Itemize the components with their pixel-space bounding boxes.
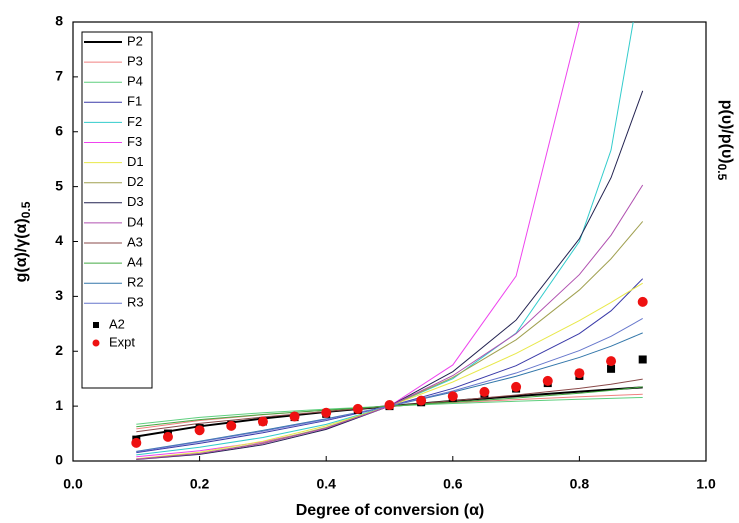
series-line: [136, 22, 580, 458]
legend-box: [81, 31, 153, 389]
data-point: [511, 381, 522, 392]
x-tick-label: 0.2: [190, 476, 210, 492]
series-line: [136, 22, 634, 456]
y2-axis-title: p(υ)/p(υ)0.5: [715, 100, 735, 181]
data-point: [416, 395, 427, 406]
plot-area: [131, 22, 648, 460]
legend-label: F1: [127, 94, 142, 109]
data-point: [606, 356, 617, 367]
y-tick-label: 3: [55, 287, 63, 303]
y-tick-label: 8: [55, 13, 63, 29]
data-point: [289, 411, 300, 422]
x-tick-label: 0.0: [63, 476, 83, 492]
data-point: [384, 400, 395, 411]
x-tick-label: 1.0: [696, 476, 716, 492]
y-axis-title-main: g(α)/γ(α): [13, 218, 30, 282]
y-tick-label: 2: [55, 342, 63, 358]
series-line: [136, 184, 644, 460]
legend-label: P3: [127, 54, 143, 69]
series-line: [136, 278, 644, 454]
data-point: [574, 368, 585, 379]
data-point: [131, 437, 142, 448]
legend-label: D1: [127, 154, 144, 169]
data-point: [226, 420, 237, 431]
legend-label: A4: [127, 255, 143, 270]
y-tick-label: 6: [55, 122, 63, 138]
x-axis-title: Degree of conversion (α): [296, 502, 485, 519]
legend-label: F2: [127, 114, 142, 129]
data-point: [321, 407, 332, 418]
legend-label: R2: [127, 275, 144, 290]
data-point: [637, 296, 648, 307]
data-point: [607, 364, 616, 373]
legend-label: P2: [127, 33, 143, 48]
legend-label: F3: [127, 134, 142, 149]
y2-axis-title-main: p(υ)/p(υ): [718, 100, 735, 164]
legend-label: D2: [127, 174, 144, 189]
data-point: [162, 431, 173, 442]
x-tick-label: 0.8: [570, 476, 590, 492]
data-point: [352, 403, 363, 414]
series-line: [136, 282, 643, 460]
legend-label: D4: [127, 214, 144, 229]
legend-label: D3: [127, 194, 144, 209]
series-line: [136, 90, 644, 460]
y-tick-label: 4: [55, 232, 63, 248]
legend-label: Expt: [109, 334, 135, 349]
x-tick-label: 0.4: [316, 476, 336, 492]
y-tick-label: 0: [55, 452, 63, 468]
x-tick-label: 0.6: [443, 476, 463, 492]
data-point: [479, 386, 490, 397]
y-tick-label: 5: [55, 177, 63, 193]
y2-axis-title-sub: 0.5: [715, 164, 729, 181]
y-axis-title-sub: 0.5: [19, 201, 33, 218]
legend-marker: [92, 339, 100, 347]
data-point: [542, 375, 553, 386]
data-point: [257, 416, 268, 427]
series-line: [136, 318, 643, 453]
legend-label: P4: [127, 74, 143, 89]
legend-label: A3: [127, 234, 143, 249]
y-axis-title: g(α)/γ(α)0.5: [13, 201, 33, 282]
legend-label: R3: [127, 295, 144, 310]
legend-marker: [93, 322, 99, 328]
data-point: [447, 391, 458, 402]
data-point: [194, 425, 205, 436]
legend-label: A2: [109, 316, 125, 331]
y-tick-label: 7: [55, 68, 63, 84]
data-point: [638, 355, 647, 364]
y-tick-label: 1: [55, 397, 63, 413]
